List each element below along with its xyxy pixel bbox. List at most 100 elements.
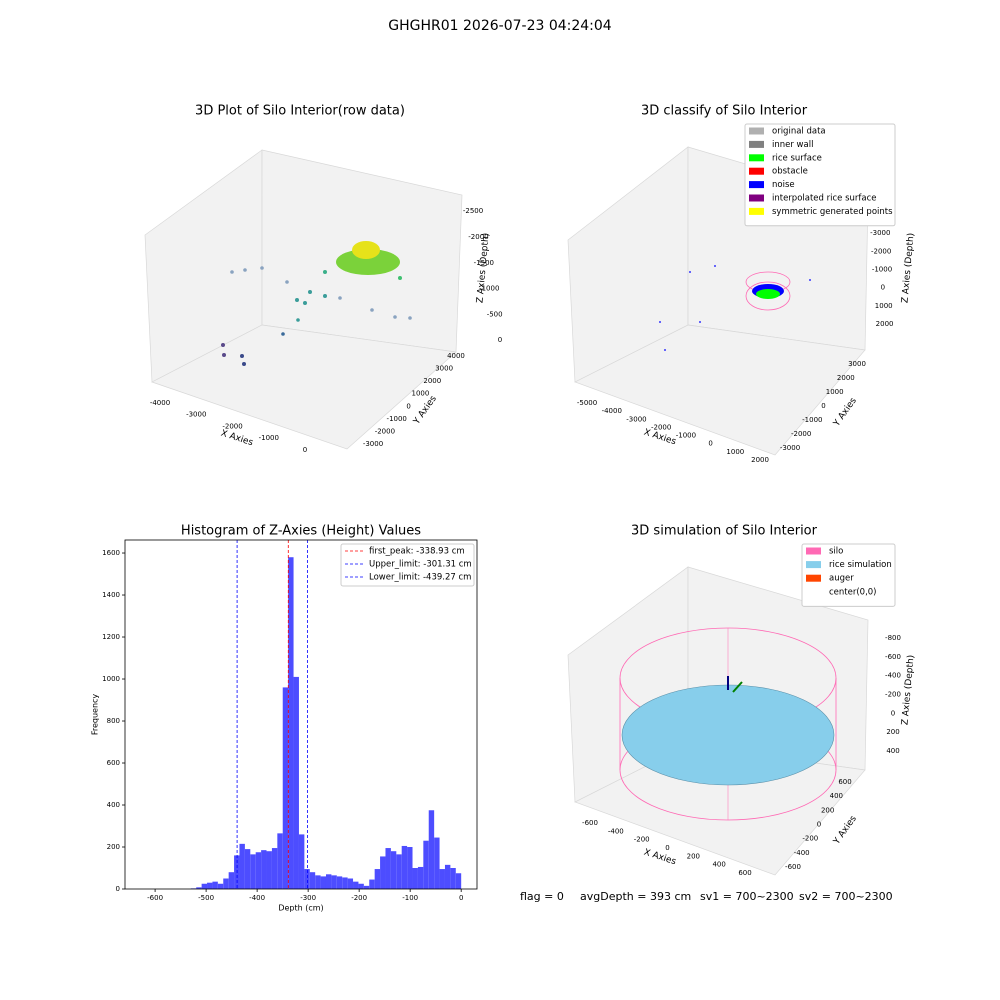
x-tick-label: -600	[582, 819, 598, 827]
y-tick-label: -600	[785, 863, 801, 871]
x-tick-label: -3000	[186, 411, 206, 419]
z-tick-label: -1000	[479, 285, 499, 293]
bar	[374, 869, 381, 889]
y-tick-label: 1600	[102, 549, 120, 557]
footer-text: flag = 0	[520, 890, 564, 903]
bar	[396, 854, 402, 889]
y-tick-label: -200	[802, 835, 818, 843]
bar	[315, 875, 321, 889]
y-tick-label: 200	[107, 843, 120, 851]
bar	[293, 676, 299, 889]
bar	[412, 868, 418, 889]
y-tick-label: 0	[406, 402, 410, 410]
y-tick-label: 0	[821, 402, 825, 410]
y-tick-label: -3000	[363, 440, 383, 448]
legend-swatch	[749, 194, 764, 202]
legend-label: Upper_limit: -301.31 cm	[369, 560, 472, 570]
footer-text: avgDepth = 393 cm	[580, 890, 691, 903]
x-tick-label: -200	[634, 836, 650, 844]
legend-label: Lower_limit: -439.27 cm	[369, 573, 471, 583]
z-tick-label: 0	[498, 336, 502, 344]
bar	[358, 883, 364, 889]
panes-1	[144, 149, 463, 450]
bar	[212, 881, 218, 889]
x-tick-label: -300	[300, 894, 316, 902]
z-tick-label: -1000	[872, 266, 892, 274]
y-tick-label: 3000	[435, 365, 453, 373]
legend-swatch	[806, 574, 821, 582]
y-axis-label: Frequency	[91, 694, 100, 736]
x-tick-label: -600	[147, 894, 163, 902]
bar	[288, 557, 294, 889]
z-tick-label: -2000	[468, 233, 488, 241]
z-tick-label: -2500	[463, 207, 483, 215]
bar	[363, 885, 370, 889]
subplot-title: 3D simulation of Silo Interior	[631, 524, 818, 539]
y-tick-label: 200	[821, 806, 834, 814]
y-tick-label: 1000	[102, 675, 120, 683]
footer-text: sv1 = 700~2300	[700, 890, 794, 903]
legend-box	[340, 543, 475, 587]
x-tick-label: 0	[665, 844, 669, 852]
y-tick-label: 0	[116, 885, 120, 893]
z-tick-label: 400	[886, 747, 899, 755]
legend-swatch	[806, 561, 821, 569]
y-tick-label: 2000	[837, 374, 855, 382]
bar	[309, 872, 316, 889]
legend-swatch	[749, 140, 764, 148]
legend-label: inner wall	[772, 140, 813, 150]
bar	[336, 876, 343, 889]
y-tick-label: 0	[817, 821, 821, 829]
bar	[450, 868, 456, 889]
y-tick-label: 800	[107, 717, 120, 725]
legend-swatch	[749, 154, 764, 162]
bar	[390, 851, 397, 889]
x-tick-label: 2000	[751, 456, 769, 464]
x-tick-label: -4000	[150, 399, 170, 407]
z-tick-label: 2000	[876, 320, 894, 328]
bar	[196, 887, 202, 889]
legend-label: symmetric generated points	[772, 207, 893, 217]
bar	[455, 873, 462, 889]
bar	[261, 850, 267, 889]
y-tick-label: -3000	[780, 444, 800, 452]
z-tick-label: 0	[891, 709, 895, 717]
subplot-title: Histogram of Z-Axies (Height) Values	[181, 524, 421, 539]
z-tick-label: -600	[885, 653, 901, 661]
x-tick-label: -3000	[626, 415, 646, 423]
bar	[407, 847, 413, 889]
bar	[439, 869, 445, 889]
y-tick-label: -2000	[375, 427, 395, 435]
bar	[228, 872, 235, 889]
x-tick-label: 0	[708, 440, 712, 448]
y-tick-label: 400	[830, 792, 843, 800]
z-tick-label: -3000	[870, 229, 890, 237]
bar	[401, 845, 408, 889]
z-tick-label: 200	[886, 728, 899, 736]
bar	[320, 876, 326, 889]
legend-label: rice surface	[772, 153, 822, 163]
z-tick-label: -200	[885, 691, 901, 699]
bar	[255, 852, 262, 889]
bar	[239, 843, 245, 889]
bar	[444, 864, 451, 889]
bar	[434, 837, 440, 889]
bar	[353, 881, 359, 889]
bar	[423, 840, 429, 889]
legend-swatch	[749, 181, 764, 189]
legend-swatch	[749, 207, 764, 215]
z-tick-label: -800	[885, 634, 901, 642]
y-tick-label: -400	[794, 849, 810, 857]
x-tick-label: -500	[198, 894, 214, 902]
bar	[385, 848, 391, 889]
y-tick-label: -2000	[791, 430, 811, 438]
y-tick-label: 3000	[848, 360, 866, 368]
bar	[304, 869, 310, 889]
x-tick-label: -200	[351, 894, 367, 902]
y-tick-label: -1000	[387, 415, 407, 423]
y-tick-label: 600	[838, 778, 851, 786]
x-tick-label: 200	[687, 852, 700, 860]
z-tick-label: 0	[881, 284, 885, 292]
bar	[217, 883, 224, 889]
